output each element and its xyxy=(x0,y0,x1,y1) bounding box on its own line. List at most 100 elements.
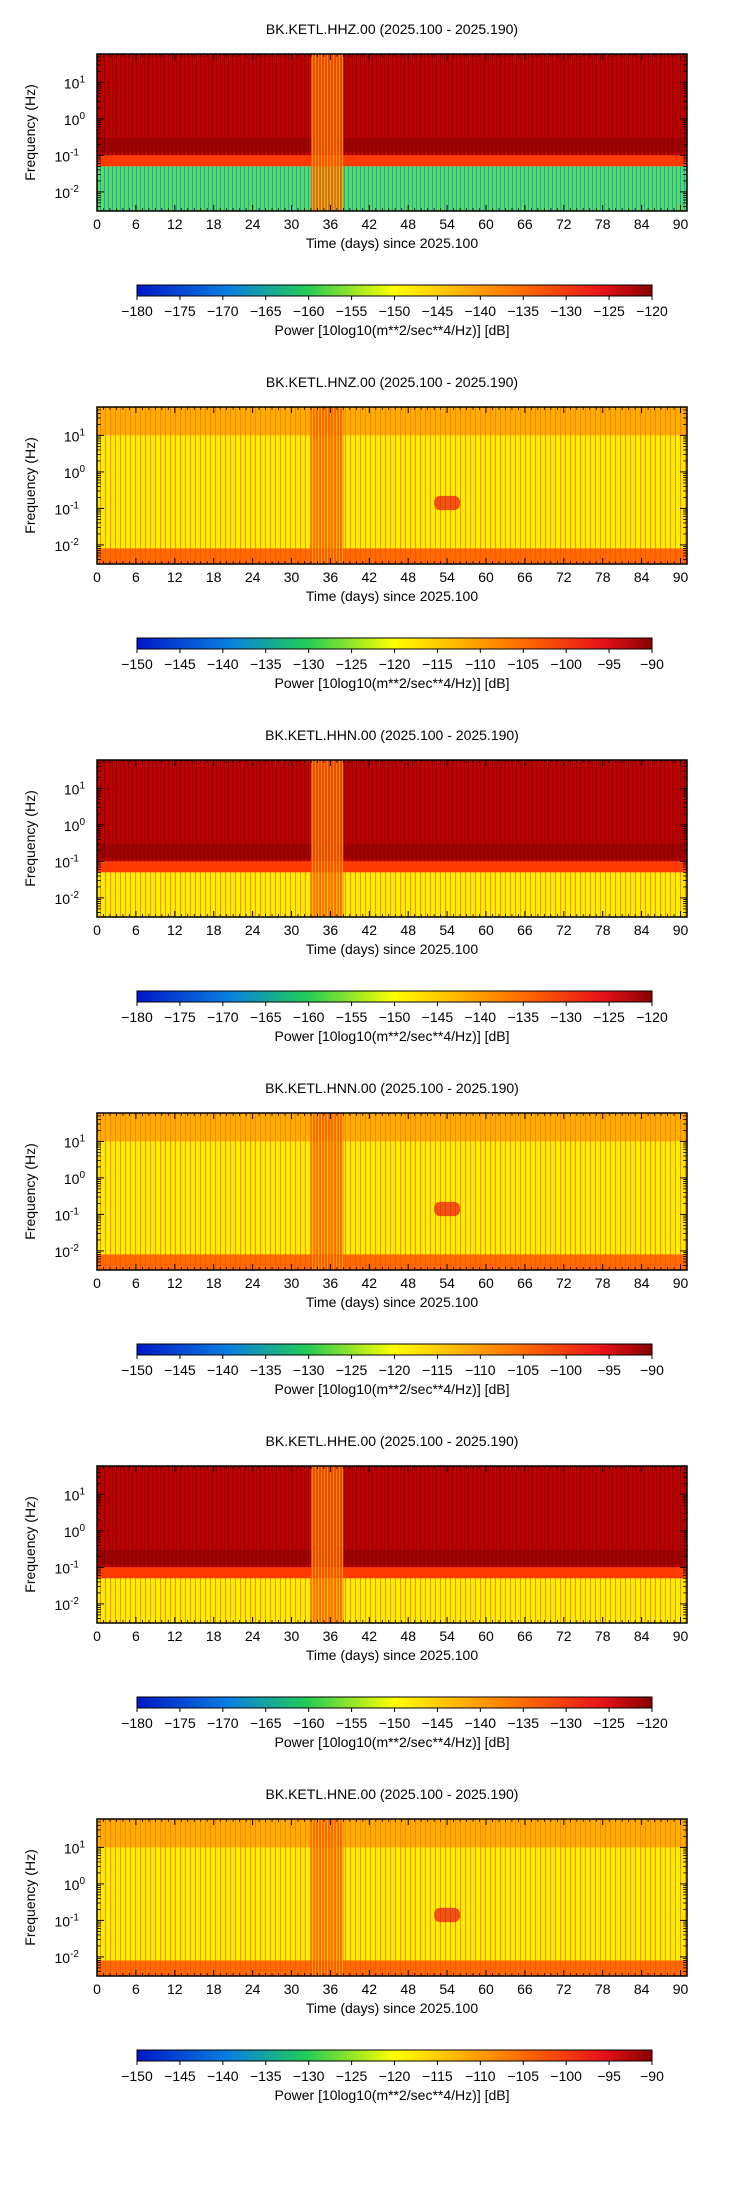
y-axis-label: Frequency (Hz) xyxy=(22,1496,38,1592)
heatmap-gap xyxy=(310,1113,344,1270)
heatmap-gap xyxy=(310,760,344,917)
colorbar xyxy=(136,1343,653,1356)
colorbar-tick-label: −140 xyxy=(465,303,497,319)
x-tick-label: 84 xyxy=(634,569,650,585)
y-tick-base: 10 xyxy=(55,148,71,164)
colorbar-tick-label: −90 xyxy=(640,2068,664,2084)
chart-title: BK.KETL.HHE.00 (2025.100 - 2025.190) xyxy=(266,1433,519,1449)
x-tick-label: 48 xyxy=(400,1275,416,1291)
colorbar-tick-label: −110 xyxy=(465,656,496,672)
x-tick-label: 66 xyxy=(517,922,533,938)
y-tick-label: 10-1 xyxy=(55,1206,80,1223)
y-tick-label: 10-2 xyxy=(55,1596,80,1613)
colorbar-tick-label: −90 xyxy=(640,656,664,672)
x-tick-label: 60 xyxy=(478,216,494,232)
x-tick-label: 66 xyxy=(517,1981,533,1997)
y-tick-exponent: 0 xyxy=(79,817,85,828)
colorbar-tick-label: −145 xyxy=(422,1715,454,1731)
x-tick-label: 48 xyxy=(400,922,416,938)
heatmap-gap xyxy=(310,54,344,211)
colorbar-tick-label: −175 xyxy=(164,1009,196,1025)
x-tick-label: 18 xyxy=(206,569,222,585)
x-tick-label: 12 xyxy=(167,1981,183,1997)
colorbar-tick-label: −100 xyxy=(550,2068,582,2084)
x-tick-label: 54 xyxy=(439,1628,455,1644)
heatmap xyxy=(97,1466,687,1623)
colorbar-tick-label: −155 xyxy=(336,303,368,319)
colorbar-tick-label: −145 xyxy=(422,303,454,319)
plot-frame xyxy=(96,759,688,918)
x-tick-label: 30 xyxy=(284,1981,300,1997)
x-tick-label: 12 xyxy=(167,569,183,585)
x-tick-label: 30 xyxy=(284,569,300,585)
x-tick-label: 24 xyxy=(245,1275,261,1291)
x-tick-label: 12 xyxy=(167,922,183,938)
spectrogram-panel: BK.KETL.HHE.00 (2025.100 - 2025.190)0 6 12… xyxy=(22,1433,689,1750)
x-tick-label: 78 xyxy=(595,569,611,585)
y-tick-label: 100 xyxy=(64,464,86,481)
colorbar-tick-label: −100 xyxy=(550,1362,582,1378)
colorbar-tick-label: −110 xyxy=(465,1362,496,1378)
colorbar-label: Power [10log10(m**2/sec**4/Hz)] [dB] xyxy=(275,1381,510,1397)
heatmap-low-band xyxy=(97,872,687,917)
heatmap-event xyxy=(434,495,461,511)
x-tick-label: 36 xyxy=(323,569,339,585)
y-tick-base: 10 xyxy=(55,891,71,907)
colorbar-tick-label: −115 xyxy=(422,2068,453,2084)
y-tick-label: 100 xyxy=(64,1876,86,1893)
colorbar-tick-label: −140 xyxy=(207,2068,239,2084)
heatmap-event xyxy=(434,1201,461,1217)
colorbar-tick-label: −120 xyxy=(636,1009,668,1025)
x-tick-label: 72 xyxy=(556,569,572,585)
x-tick-label: 72 xyxy=(556,922,572,938)
x-tick-label: 60 xyxy=(478,922,494,938)
x-tick-label: 6 xyxy=(132,216,140,232)
x-tick-label: 72 xyxy=(556,216,572,232)
colorbar xyxy=(136,1696,653,1709)
x-tick-label: 48 xyxy=(400,569,416,585)
y-tick-exponent: 1 xyxy=(79,1486,85,1497)
colorbar-tick-label: −160 xyxy=(293,303,325,319)
chart-title: BK.KETL.HNZ.00 (2025.100 - 2025.190) xyxy=(266,374,518,390)
y-axis-label: Frequency (Hz) xyxy=(22,790,38,886)
y-tick-base: 10 xyxy=(64,1524,80,1540)
y-tick-label: 100 xyxy=(64,817,86,834)
y-tick-exponent: 1 xyxy=(79,427,85,438)
y-tick-base: 10 xyxy=(64,1877,80,1893)
colorbar-tick-label: −105 xyxy=(507,656,539,672)
colorbar-tick-label: −135 xyxy=(507,303,539,319)
y-tick-label: 10-1 xyxy=(55,147,80,164)
x-tick-label: 54 xyxy=(439,569,455,585)
y-tick-base: 10 xyxy=(55,1950,71,1966)
x-tick-label: 78 xyxy=(595,216,611,232)
colorbar-tick-label: −165 xyxy=(250,303,282,319)
y-tick-label: 100 xyxy=(64,1523,86,1540)
colorbar-tick-label: −165 xyxy=(250,1009,282,1025)
heatmap-gap xyxy=(310,407,344,564)
colorbar-tick-label: −95 xyxy=(597,656,621,672)
colorbar-tick-label: −130 xyxy=(550,303,582,319)
y-tick-label: 10-2 xyxy=(55,184,80,201)
x-tick-label: 90 xyxy=(673,216,689,232)
y-tick-base: 10 xyxy=(64,1134,80,1150)
y-tick-exponent: -2 xyxy=(70,537,79,548)
heatmap-low-band xyxy=(97,1578,687,1623)
y-tick-exponent: 0 xyxy=(79,464,85,475)
x-tick-label: 12 xyxy=(167,1628,183,1644)
spectrogram-panel: BK.KETL.HNN.00 (2025.100 - 2025.190)0 6 12… xyxy=(22,1080,689,1397)
y-tick-base: 10 xyxy=(55,1244,71,1260)
colorbar-tick-label: −150 xyxy=(379,303,411,319)
heatmap xyxy=(97,1819,687,1976)
x-tick-label: 36 xyxy=(323,1628,339,1644)
x-tick-label: 24 xyxy=(245,922,261,938)
colorbar xyxy=(136,284,653,297)
colorbar-tick-label: −120 xyxy=(636,303,668,319)
y-tick-exponent: -1 xyxy=(70,147,79,158)
x-tick-label: 42 xyxy=(362,1275,378,1291)
y-tick-exponent: -2 xyxy=(70,184,79,195)
x-tick-label: 78 xyxy=(595,922,611,938)
heatmap-gap xyxy=(310,1466,344,1623)
heatmap-transition-band xyxy=(97,1567,687,1579)
x-tick-label: 90 xyxy=(673,569,689,585)
spectrogram-panel: BK.KETL.HHZ.00 (2025.100 - 2025.190)0 6 12… xyxy=(22,21,689,338)
